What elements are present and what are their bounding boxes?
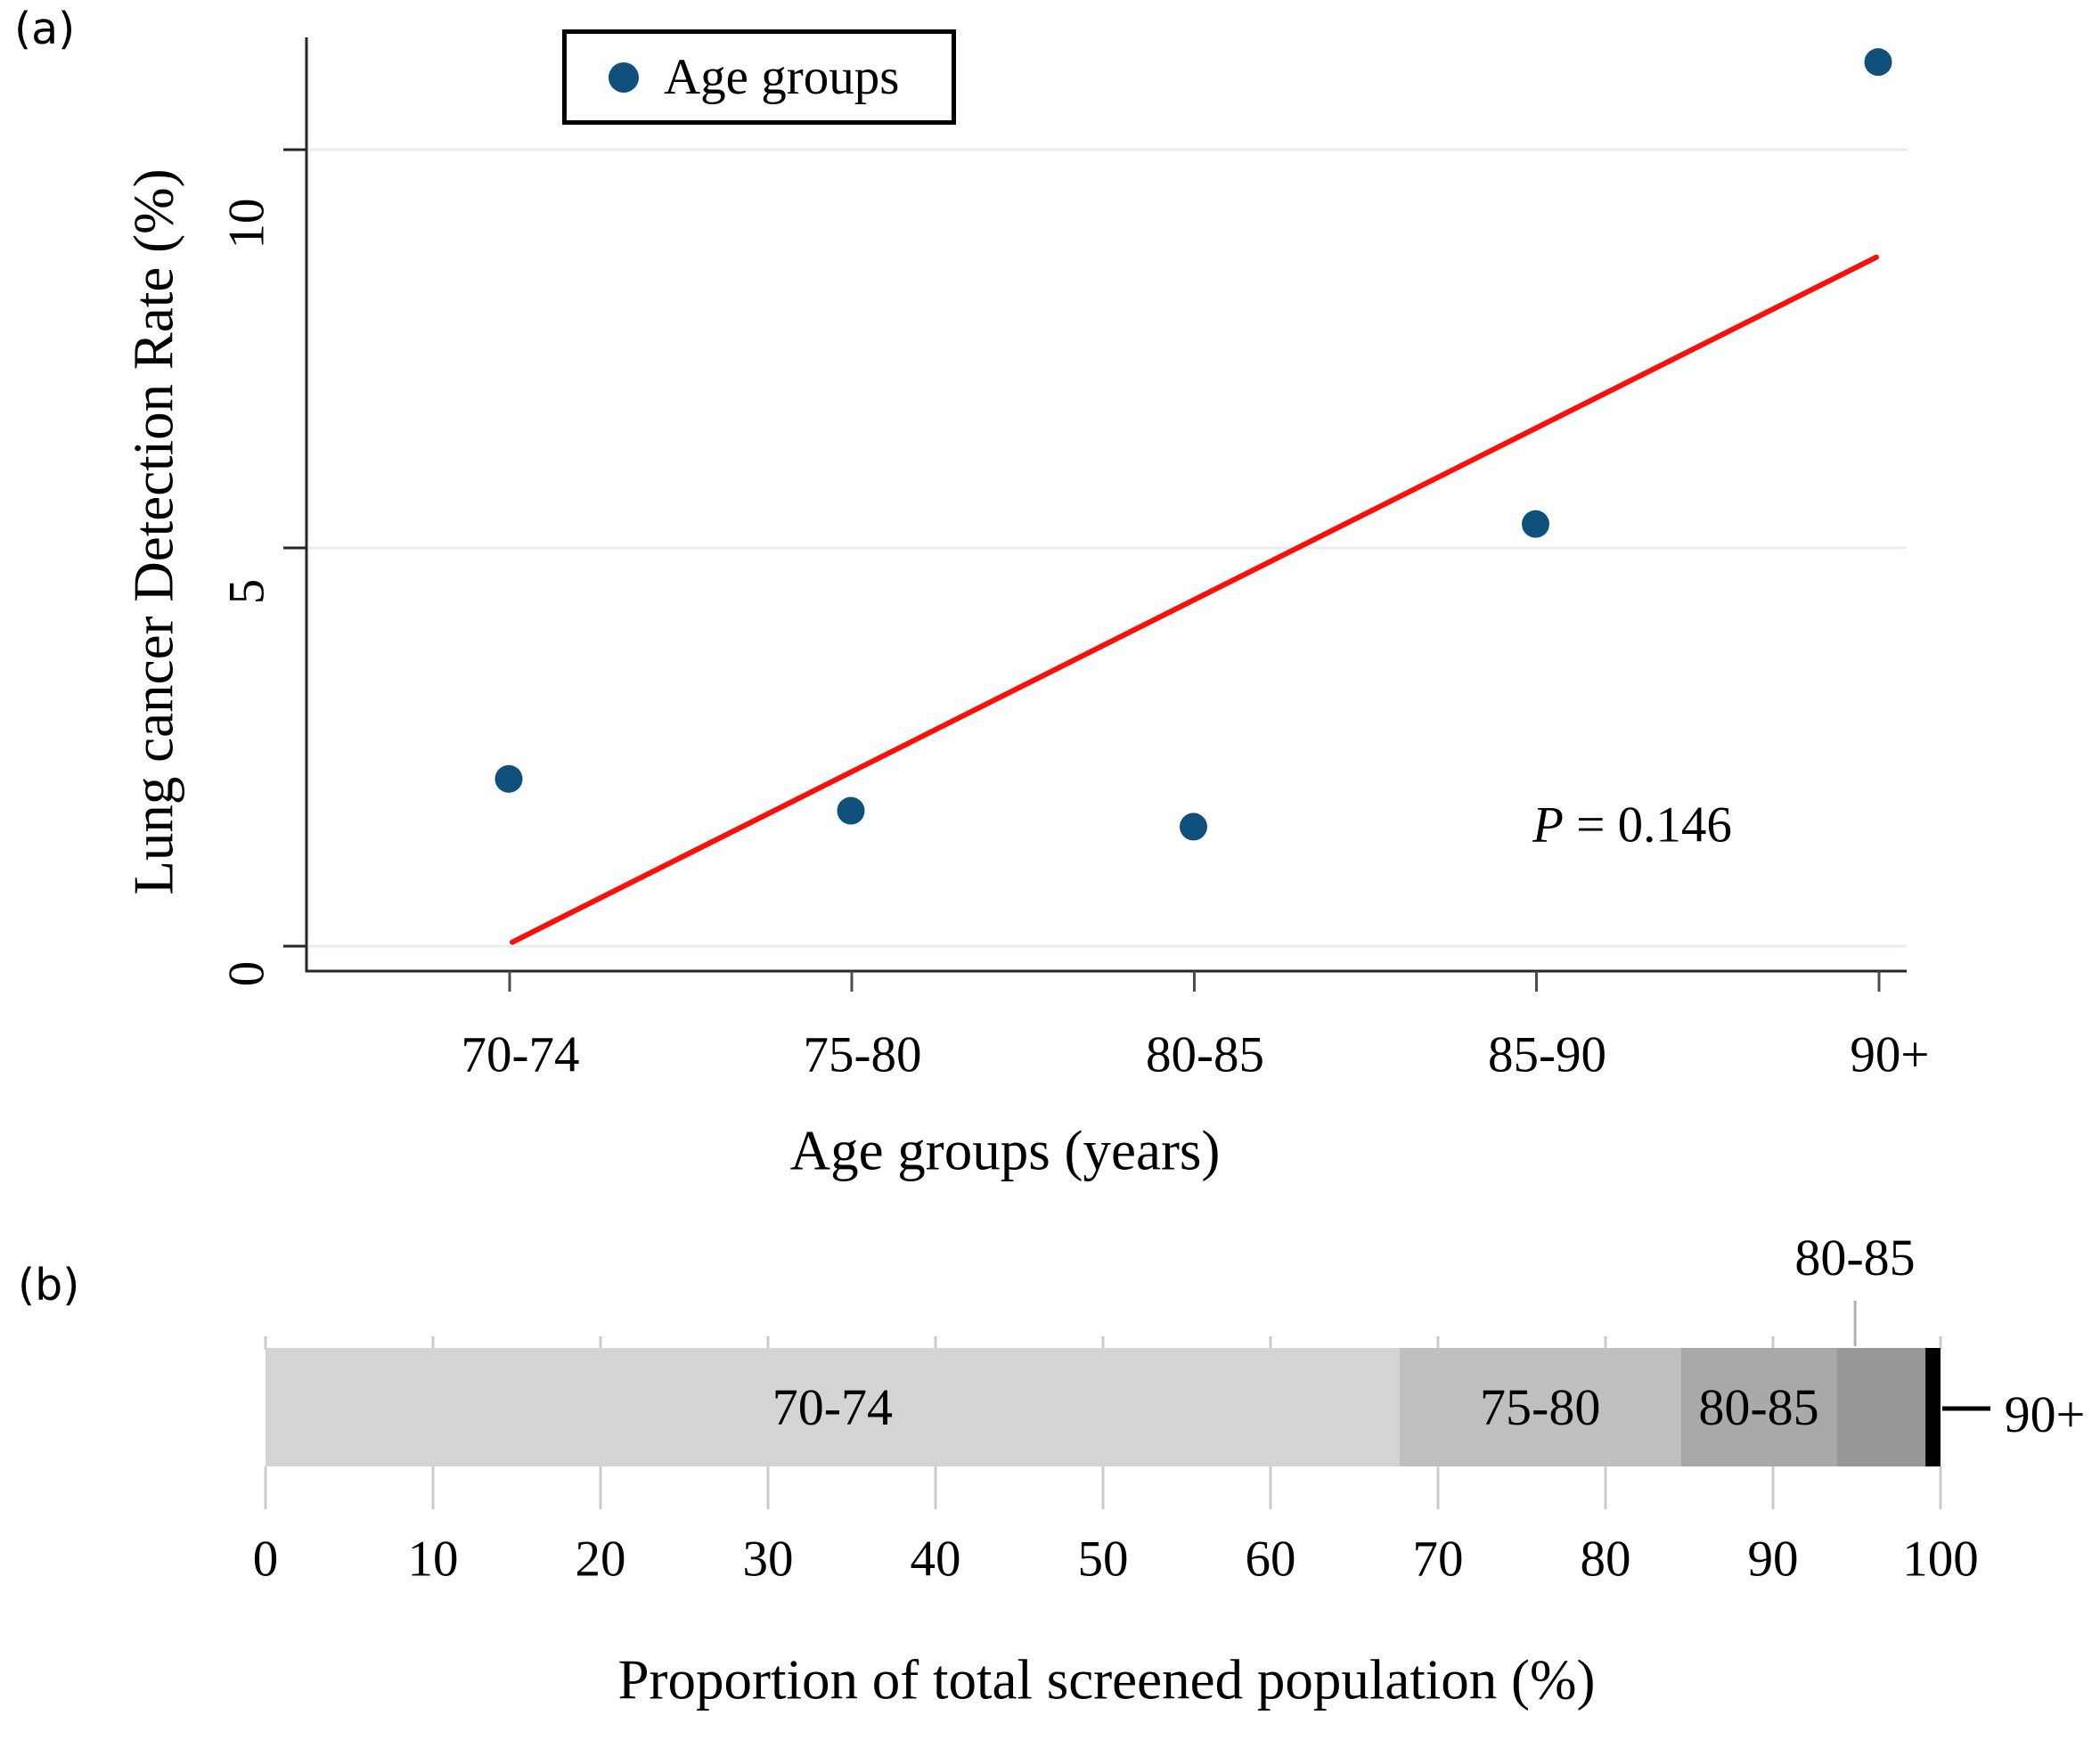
- y-tick-label-0: 0: [218, 960, 275, 987]
- panel-b-x-axis-title: Proportion of total screened population …: [617, 1648, 1596, 1711]
- panel-a-x-axis-title: Age groups (years): [789, 1119, 1221, 1182]
- legend-box: Age groups: [562, 29, 956, 125]
- b-x-tick-label-40: 40: [910, 1531, 961, 1588]
- panel-b-label: (b): [18, 1260, 80, 1311]
- b-x-tick-label-0: 0: [252, 1531, 279, 1588]
- b-x-tick-label-100: 100: [1902, 1531, 1979, 1588]
- x-tick-label-80-85: 80-85: [1146, 1026, 1264, 1083]
- x-tick-label-85-90: 85-90: [1488, 1026, 1606, 1083]
- data-point-80-85: [1180, 813, 1207, 841]
- b-x-tick-label-90: 90: [1747, 1531, 1799, 1588]
- p-value-annotation: P = 0.146: [1532, 800, 1732, 851]
- b-x-tick-label-70: 70: [1412, 1531, 1464, 1588]
- bar-segment-80-85: [1680, 1348, 1837, 1466]
- bar-segment-90+: [1925, 1348, 1941, 1466]
- bar-segment-label-80-85: 80-85: [1698, 1378, 1819, 1436]
- panel-a-label: (a): [14, 4, 76, 54]
- bar-callout-right-label: 90+: [2004, 1385, 2086, 1443]
- bar-segment-85-90: [1836, 1348, 1926, 1466]
- data-point-90+: [1864, 48, 1892, 77]
- bar-segment-70-74: [266, 1348, 1400, 1466]
- x-tick-label-75-80: 75-80: [803, 1026, 922, 1083]
- y-tick-label-10: 10: [218, 198, 275, 249]
- x-tick-label-90+: 90+: [1850, 1026, 1930, 1083]
- b-x-tick-label-50: 50: [1077, 1531, 1129, 1588]
- b-x-tick-label-30: 30: [742, 1531, 794, 1588]
- legend-marker-dot-icon: [609, 61, 639, 93]
- data-point-85-90: [1522, 510, 1549, 538]
- panel-a-y-axis-title: Lung cancer Detection Rate (%): [122, 168, 185, 895]
- data-point-75-80: [837, 796, 865, 825]
- legend-label: Age groups: [664, 49, 900, 105]
- b-x-tick-label-80: 80: [1580, 1531, 1631, 1588]
- b-x-tick-label-60: 60: [1245, 1531, 1296, 1588]
- x-tick-label-70-74: 70-74: [461, 1026, 580, 1083]
- b-x-tick-label-20: 20: [575, 1531, 626, 1588]
- p-value-text: = 0.146: [1563, 796, 1732, 853]
- bar-segment-label-70-74: 70-74: [772, 1378, 894, 1436]
- bar-callout-top-label: 80-85: [1794, 1229, 1916, 1286]
- bar-segment-75-80: [1399, 1348, 1681, 1466]
- y-tick-label-5: 5: [218, 578, 275, 605]
- fitted-trend-line: [510, 254, 1879, 945]
- p-value-symbol: P: [1532, 796, 1564, 853]
- b-x-tick-label-10: 10: [407, 1531, 459, 1588]
- bar-segment-label-75-80: 75-80: [1480, 1378, 1601, 1436]
- data-point-70-74: [494, 764, 523, 793]
